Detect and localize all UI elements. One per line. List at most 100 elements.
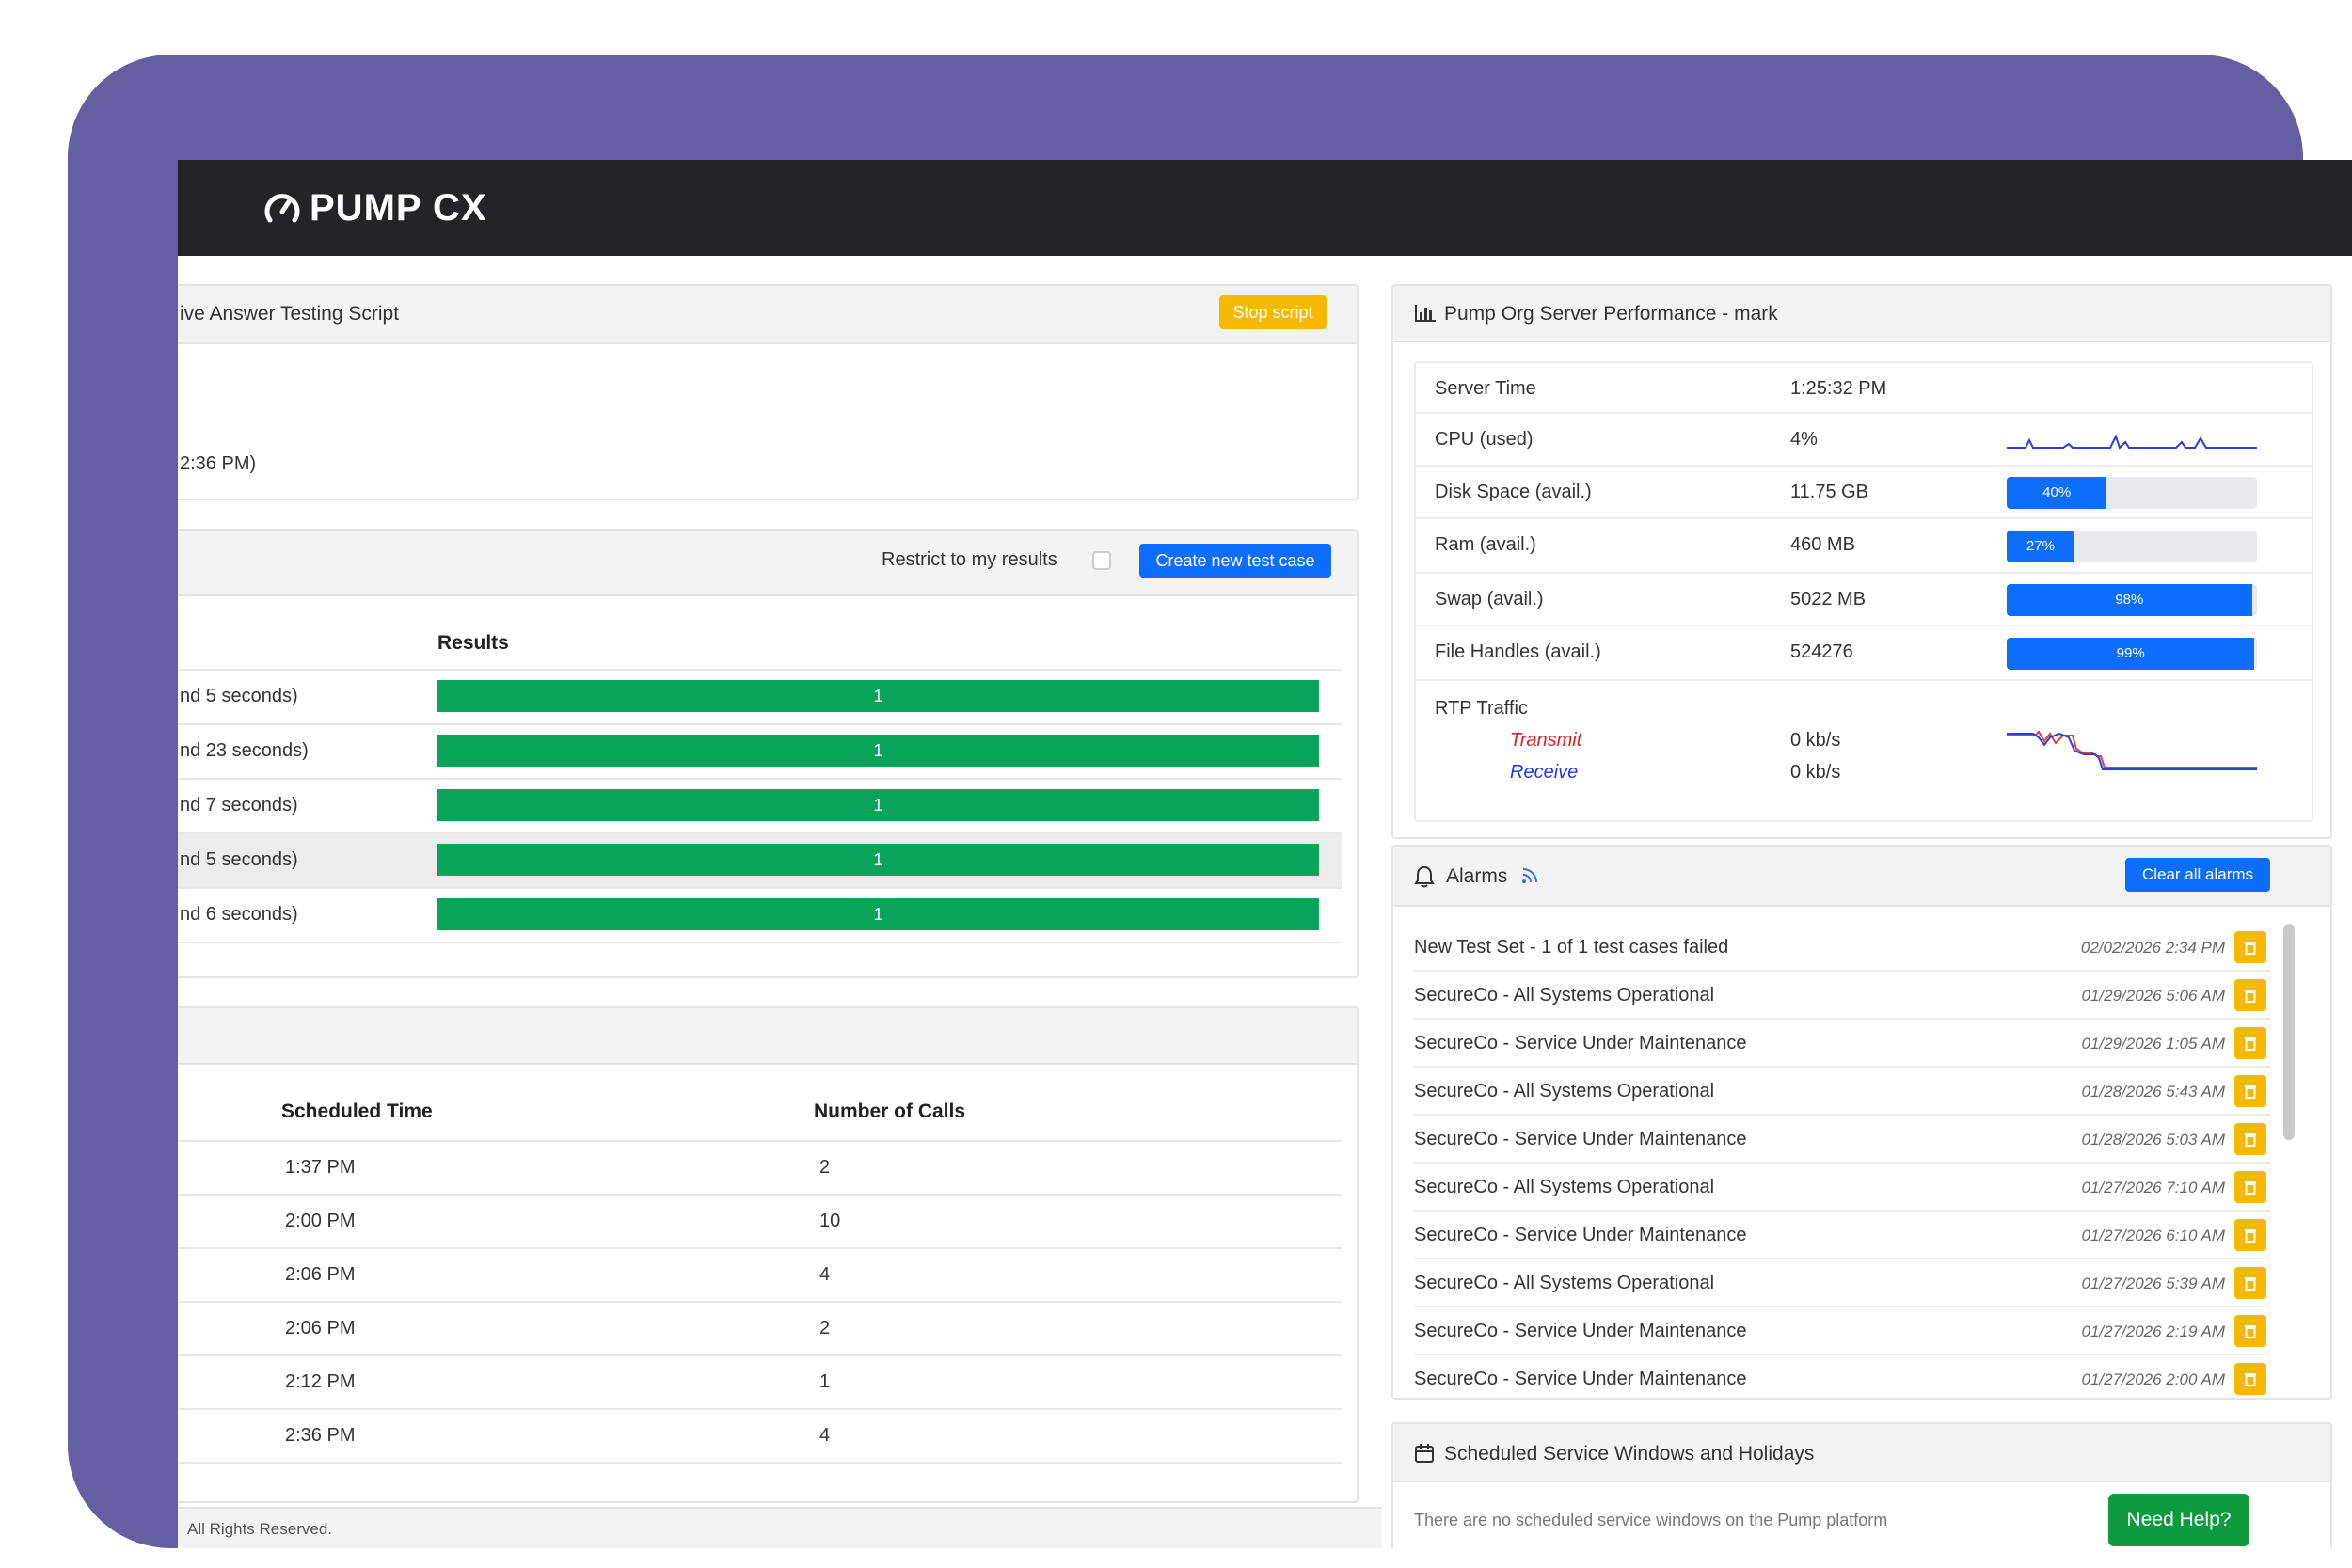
alarms-list[interactable]: New Test Set - 1 of 1 test cases failed 0… — [1393, 924, 2330, 1398]
delete-alarm-button[interactable] — [2234, 1315, 2266, 1347]
alarm-text: SecureCo - Service Under Maintenance — [1414, 1129, 1747, 1149]
alarms-header: Alarms Clear all alarms — [1393, 847, 2330, 907]
clear-all-alarms-button[interactable]: Clear all alarms — [2125, 858, 2270, 892]
restrict-checkbox[interactable] — [1092, 551, 1111, 570]
alarm-date: 01/28/2026 5:43 AM — [2081, 1083, 2226, 1101]
swap-progress: 98% — [2007, 584, 2257, 616]
schedule-time: 1:37 PM — [285, 1157, 356, 1178]
delete-alarm-button[interactable] — [2234, 1171, 2266, 1203]
schedule-calls: 2 — [819, 1157, 831, 1178]
footer-text: All Rights Reserved. — [187, 1520, 333, 1538]
alarm-date: 01/29/2026 5:06 AM — [2081, 987, 2226, 1005]
stat-value: 4% — [1790, 429, 1818, 450]
alarm-item: SecureCo - All Systems Operational 01/27/… — [1414, 1259, 2270, 1307]
restrict-label: Restrict to my results — [882, 549, 1057, 570]
stat-row: Swap (avail.) 5022 MB 98% — [1416, 574, 2312, 626]
alarm-item: SecureCo - Service Under Maintenance 01/2… — [1414, 1212, 2270, 1259]
alarm-text: SecureCo - All Systems Operational — [1414, 985, 1715, 1006]
delete-alarm-button[interactable] — [2234, 1075, 2266, 1107]
stat-label: Server Time — [1435, 378, 1536, 399]
delete-alarm-button[interactable] — [2234, 979, 2266, 1011]
rss-feed-icon[interactable] — [1521, 867, 1538, 884]
rtp-traffic-sparkline — [2007, 730, 2257, 770]
delete-alarm-button[interactable] — [2234, 1267, 2266, 1299]
service-windows-header: Scheduled Service Windows and Holidays — [1393, 1424, 2330, 1482]
test-case-duration: nd 7 seconds) — [180, 795, 298, 816]
schedule-card-header — [178, 1008, 1357, 1065]
scheduled-time-header: Scheduled Time — [281, 1101, 433, 1122]
result-bar: 1 — [437, 898, 1319, 930]
stat-label: Swap (avail.) — [1435, 589, 1544, 610]
delete-alarm-button[interactable] — [2234, 931, 2266, 963]
row-divider — [178, 887, 1342, 889]
table-row[interactable]: nd 23 seconds) 1 — [178, 725, 1342, 778]
stat-value: 5022 MB — [1790, 589, 1867, 610]
test-case-duration: nd 6 seconds) — [180, 904, 298, 925]
alarm-text: SecureCo - Service Under Maintenance — [1414, 1369, 1747, 1389]
alarm-item: SecureCo - All Systems Operational 01/29/… — [1414, 972, 2270, 1020]
alarm-item: SecureCo - All Systems Operational 01/28/… — [1414, 1068, 2270, 1116]
speedometer-icon — [264, 194, 300, 223]
receive-label: Receive — [1510, 762, 1579, 783]
script-card-header: ive Answer Testing Script Stop script — [178, 286, 1357, 344]
stat-row: CPU (used) 4% — [1416, 414, 2312, 467]
test-case-duration: nd 5 seconds) — [180, 849, 298, 870]
alarm-text: SecureCo - Service Under Maintenance — [1414, 1225, 1747, 1245]
stat-row: Server Time 1:25:32 PM — [1416, 363, 2312, 414]
top-navbar: PUMP CX — [178, 160, 2352, 256]
stat-label: Ram (avail.) — [1435, 534, 1536, 555]
stat-value: 1:25:32 PM — [1790, 378, 1887, 399]
schedule-calls: 10 — [819, 1211, 841, 1231]
delete-alarm-button[interactable] — [2234, 1219, 2266, 1251]
server-card-header: Pump Org Server Performance - mark — [1393, 286, 2330, 342]
transmit-label: Transmit — [1510, 730, 1582, 751]
alarm-item: SecureCo - Service Under Maintenance 01/2… — [1414, 1116, 2270, 1164]
alarm-item: SecureCo - Service Under Maintenance 01/2… — [1414, 1020, 2270, 1068]
table-row[interactable]: nd 7 seconds) 1 — [178, 780, 1342, 832]
trash-icon — [2245, 1277, 2256, 1291]
schedule-row: 2:06 PM 2 — [178, 1303, 1342, 1356]
cpu-sparkline — [2007, 434, 2257, 450]
alarm-text: SecureCo - Service Under Maintenance — [1414, 1033, 1747, 1053]
results-header: Results — [437, 632, 509, 654]
alarm-item: SecureCo - All Systems Operational 01/27/… — [1414, 1164, 2270, 1212]
test-case-duration: nd 23 seconds) — [180, 740, 309, 761]
alarm-date: 01/28/2026 5:03 AM — [2081, 1131, 2226, 1148]
script-card-title: ive Answer Testing Script — [180, 303, 400, 325]
brand-logo[interactable]: PUMP CX — [261, 184, 487, 231]
service-windows-card: Scheduled Service Windows and Holidays T… — [1391, 1422, 2332, 1548]
trash-icon — [2245, 1373, 2256, 1386]
stat-label: CPU (used) — [1435, 429, 1534, 450]
footer: All Rights Reserved. — [178, 1507, 1382, 1548]
row-divider — [178, 778, 1342, 780]
trash-icon — [2245, 1085, 2256, 1099]
table-row[interactable]: nd 5 seconds) 1 — [178, 671, 1342, 723]
alarm-text: SecureCo - All Systems Operational — [1414, 1177, 1715, 1197]
test-cases-header: Restrict to my results Create new test c… — [178, 531, 1357, 596]
stat-value: 460 MB — [1790, 534, 1855, 555]
trash-icon — [2245, 1325, 2256, 1338]
alarm-date: 01/27/2026 2:00 AM — [2081, 1370, 2226, 1388]
alarm-text: SecureCo - All Systems Operational — [1414, 1081, 1715, 1101]
file-handles-progress-fill: 99% — [2007, 638, 2255, 670]
alarms-card: Alarms Clear all alarms New Test Set - 1… — [1391, 845, 2332, 1400]
delete-alarm-button[interactable] — [2234, 1027, 2266, 1059]
stop-script-button[interactable]: Stop script — [1219, 295, 1327, 329]
delete-alarm-button[interactable] — [2234, 1123, 2266, 1155]
alarms-scrollbar[interactable] — [2283, 924, 2295, 1140]
result-bar: 1 — [437, 680, 1319, 712]
alarm-date: 02/02/2026 2:34 PM — [2080, 939, 2225, 957]
table-row[interactable]: nd 6 seconds) 1 — [178, 889, 1342, 942]
delete-alarm-button[interactable] — [2234, 1363, 2266, 1395]
alarm-item: New Test Set - 1 of 1 test cases failed 0… — [1414, 924, 2270, 972]
server-card-title: Pump Org Server Performance - mark — [1444, 303, 1778, 325]
create-test-case-button[interactable]: Create new test case — [1139, 544, 1331, 578]
trash-icon — [2245, 990, 2256, 1003]
alarm-item: SecureCo - Service Under Maintenance 01/2… — [1414, 1355, 2270, 1398]
schedule-row: 2:06 PM 4 — [178, 1249, 1342, 1303]
alarm-text: SecureCo - Service Under Maintenance — [1414, 1321, 1747, 1341]
need-help-button[interactable]: Need Help? — [2108, 1494, 2249, 1546]
alarm-item: SecureCo - Service Under Maintenance 01/2… — [1414, 1307, 2270, 1355]
schedule-calls: 2 — [819, 1318, 831, 1338]
table-row-highlighted[interactable]: nd 5 seconds) 1 — [178, 834, 1342, 887]
